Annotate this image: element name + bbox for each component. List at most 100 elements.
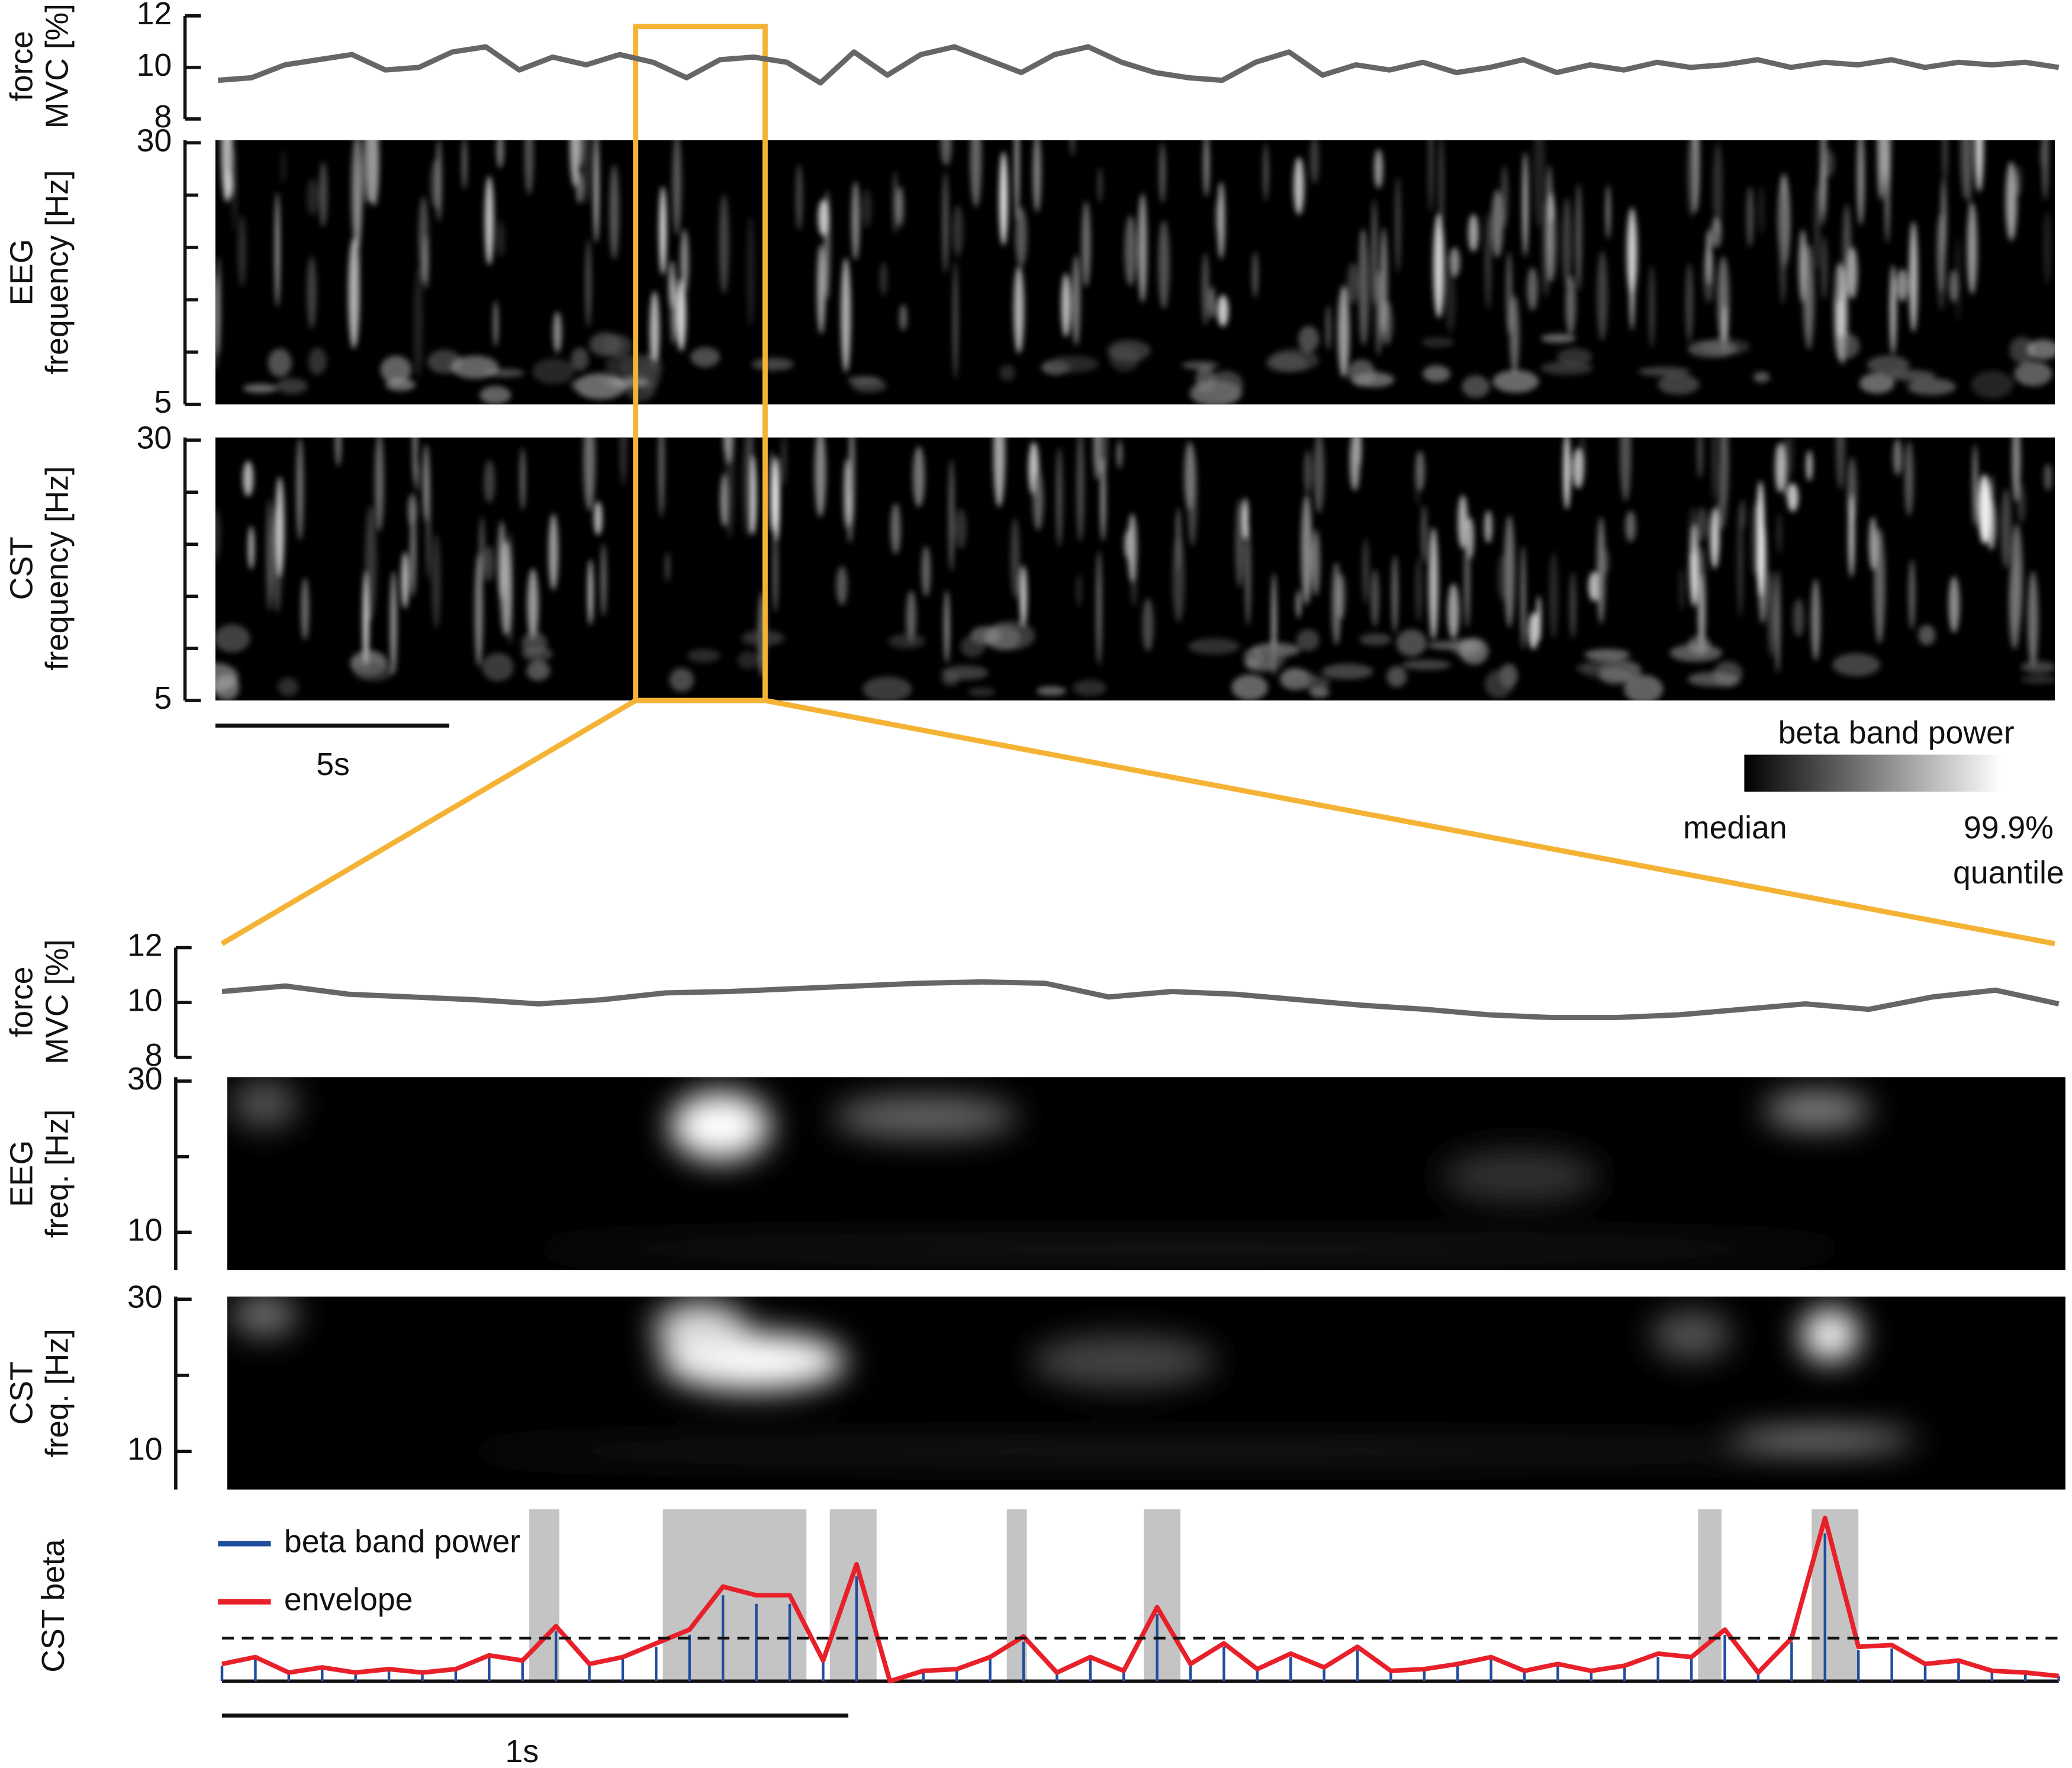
texture-streak: [862, 189, 872, 228]
texture-streak: [221, 140, 233, 203]
texture-streak: [497, 520, 506, 602]
texture-streak: [890, 503, 901, 554]
texture-streak: [576, 172, 584, 204]
texture-streak: [248, 526, 255, 570]
texture-streak: [1806, 450, 1813, 481]
texture-blob: [1296, 629, 1320, 651]
texture-blob: [1282, 676, 1331, 690]
texture-blob: [1256, 644, 1286, 670]
texture-blob: [687, 648, 720, 663]
texture-streak: [913, 446, 925, 507]
texture-streak: [1100, 457, 1106, 541]
texture-blob: [2020, 675, 2055, 684]
force-trace: [217, 44, 2060, 86]
texture-streak: [680, 229, 689, 294]
y-axis-label: freq. [Hz]: [40, 1110, 75, 1238]
texture-blob: [1036, 686, 1066, 696]
texture-streak: [746, 215, 755, 327]
texture-streak: [570, 140, 581, 187]
texture-streak: [594, 501, 603, 535]
texture-streak: [1415, 558, 1423, 622]
texture-streak: [1337, 573, 1346, 620]
texture-streak: [1960, 140, 1971, 200]
texture-streak: [408, 493, 417, 528]
texture-streak: [215, 509, 221, 561]
texture-streak: [773, 532, 778, 613]
texture-blob: [1492, 369, 1539, 393]
scale-bar-label: 1s: [505, 1734, 539, 1768]
texture-streak: [2005, 161, 2018, 241]
texture-streak: [414, 461, 419, 492]
texture-streak: [365, 505, 377, 622]
texture-streak: [496, 221, 505, 257]
texture-streak: [419, 196, 429, 283]
texture-streak: [1439, 140, 1444, 233]
y-tick-label: 12: [137, 0, 172, 31]
texture-streak: [1504, 515, 1515, 628]
y-tick-label: 5: [154, 681, 172, 716]
texture-streak: [275, 476, 285, 577]
texture-streak: [1019, 565, 1027, 627]
texture-blob: [1638, 367, 1691, 377]
burst-highlight: [829, 1509, 877, 1682]
texture-streak: [921, 545, 931, 597]
texture-streak: [1897, 269, 1908, 302]
texture-blob: [1835, 333, 1860, 359]
texture-streak: [670, 275, 677, 345]
texture-streak: [1787, 483, 1798, 512]
texture-streak: [2017, 484, 2026, 523]
colorbar-title: beta band power: [1778, 715, 2015, 750]
y-axis-label: EEG: [4, 1140, 39, 1207]
texture-streak: [1751, 502, 1758, 577]
texture-streak: [844, 458, 850, 528]
texture-streak: [594, 140, 599, 243]
texture-streak: [1787, 437, 1794, 477]
texture-streak: [401, 551, 409, 609]
texture-streak: [1685, 263, 1693, 343]
texture-streak: [849, 437, 855, 526]
texture-streak: [1310, 140, 1319, 184]
texture-streak: [1877, 140, 1885, 201]
colorbar: [1744, 754, 2002, 792]
texture-blob: [1321, 664, 1373, 680]
texture-streak: [1356, 437, 1362, 468]
texture-streak: [1370, 568, 1379, 627]
colorbar-max-label: 99.9%: [1964, 811, 2054, 846]
texture-streak: [1687, 140, 1697, 217]
texture-streak: [742, 437, 754, 536]
texture-blob: [1687, 671, 1738, 687]
texture-streak: [1874, 528, 1886, 644]
texture-streak: [1713, 142, 1723, 234]
y-axis-label: force: [4, 966, 39, 1037]
texture-blob: [1195, 366, 1215, 393]
texture-streak: [1359, 234, 1370, 346]
texture-blob: [1359, 633, 1392, 646]
texture-blob: [1753, 372, 1770, 383]
texture-streak: [583, 437, 596, 511]
texture-blob: [1209, 371, 1244, 400]
texture-streak: [1679, 567, 1684, 611]
texture-streak: [1188, 448, 1197, 547]
texture-streak: [1688, 507, 1698, 556]
texture-streak: [588, 559, 593, 625]
texture-blob: [353, 662, 393, 682]
scale-bar-label: 5s: [316, 747, 350, 782]
texture-streak: [1857, 140, 1865, 226]
texture-streak: [1597, 250, 1608, 341]
texture-streak: [1203, 140, 1209, 197]
texture-blob: [1231, 674, 1268, 700]
texture-streak: [906, 590, 916, 645]
spectrogram-background: [227, 1296, 2065, 1490]
texture-streak: [1711, 437, 1717, 502]
texture-streak: [1217, 295, 1229, 327]
texture-streak: [880, 262, 887, 296]
texture-blob: [1421, 337, 1455, 348]
texture-streak: [1768, 570, 1775, 658]
texture-streak: [275, 192, 280, 307]
texture-streak: [1445, 268, 1456, 333]
y-axis-label: force: [4, 31, 39, 101]
texture-streak: [1777, 513, 1782, 554]
texture-streak: [474, 553, 483, 667]
texture-streak: [1775, 570, 1780, 673]
texture-streak: [1938, 243, 1945, 311]
